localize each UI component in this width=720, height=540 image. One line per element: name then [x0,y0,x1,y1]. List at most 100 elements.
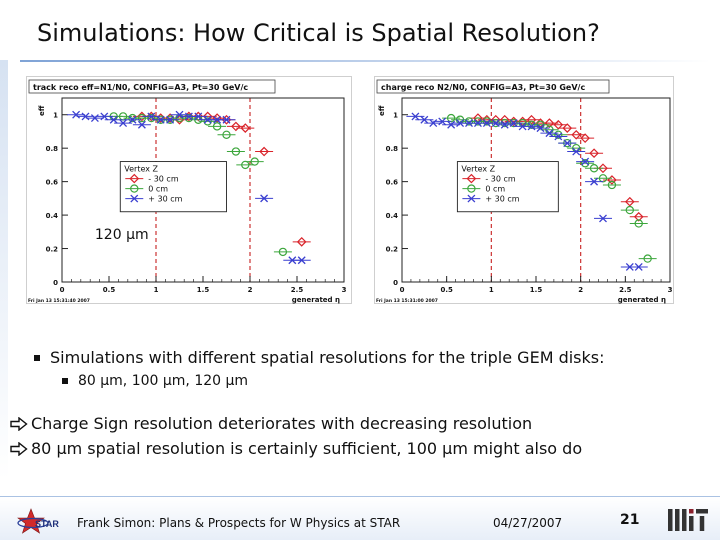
title-divider [20,60,710,62]
x-tick-label: 2.5 [291,286,304,294]
mit-logo-icon [668,509,708,531]
legend-entry: 0 cm [485,185,505,194]
data-point [629,219,648,228]
legend-entry: - 30 cm [148,175,179,184]
data-point [558,139,577,148]
square-bullet-icon [34,354,40,361]
y-tick-label: 0.8 [46,145,59,153]
x-tick-label: 1 [489,286,494,294]
y-tick-label: 0.2 [386,246,399,254]
x-tick-label: 0.5 [103,286,116,294]
data-point [132,120,151,129]
footer-divider [0,496,720,497]
legend-entry: - 30 cm [485,175,516,184]
data-point [255,194,274,203]
legend-marker [125,184,144,193]
x-tick-label: 2.5 [619,286,632,294]
plot-title-box [28,79,276,94]
data-point [170,110,189,119]
bullet-main-text: Simulations with different spatial resol… [50,348,605,367]
data-point [67,110,86,119]
y-tick-label: 1 [53,112,58,120]
data-point [217,130,236,140]
page-number: 21 [620,512,640,528]
plot-title-box [376,79,610,94]
data-point [495,120,514,129]
data-point [236,123,255,133]
x-tick-label: 0 [400,286,405,294]
data-point [85,114,104,123]
y-axis-label: eff [378,105,386,116]
footer-date: 04/27/2007 [493,516,563,530]
data-point [549,132,568,141]
data-point [620,205,639,215]
hollow-right-arrow-icon [10,441,28,456]
y-tick-label: 0 [53,279,58,287]
y-axis-label: eff [38,105,46,116]
bullet-list: Simulations with different spatial resol… [34,348,694,389]
conclusion-2: 80 µm spatial resolution is certainly su… [10,439,700,458]
conclusion-1-text: Charge Sign resolution deteriorates with… [31,414,533,433]
data-point [585,164,604,173]
x-tick-label: 2 [578,286,583,294]
data-point [161,115,180,124]
data-point [576,159,595,168]
y-tick-label: 0.6 [46,179,59,187]
data-point [522,114,541,125]
data-point [602,180,621,190]
data-point [292,237,311,247]
data-point [198,117,217,126]
data-point [226,121,245,132]
data-point [567,147,586,156]
left-decor-bar [0,60,8,480]
left-plot-svg: 0 0.2 0.4 0.6 0.8 1 0 0.5 1 1.5 2 2.5 3 track reco ef… [26,76,352,304]
bullet-sub: 80 µm, 100 µm, 120 µm [62,373,694,389]
data-point [594,214,612,223]
data-point [620,196,639,207]
legend-title: Vertex Z [461,165,495,174]
bullet-sub-text: 80 µm, 100 µm, 120 µm [78,373,249,389]
x-axis-label: generated η [618,296,666,304]
plot-title: track reco eff=N1/N0, CONFIG=A3, Pt=30 G… [33,83,248,92]
x-tick-label: 3 [342,286,347,294]
footer-band [0,497,720,540]
legend-title: Vertex Z [124,165,158,174]
legend-marker [125,173,144,184]
data-point [486,119,505,128]
data-point [208,122,227,131]
plot-title: charge reco N2/N0, CONFIG=A3, Pt=30 GeV/… [381,83,585,92]
data-point [576,133,595,143]
x-tick-label: 1.5 [530,286,543,294]
right-plot: 0 0.2 0.4 0.6 0.8 1 0 0.5 1 1.5 2 2.5 3 charge reco N… [374,76,674,304]
x-tick-label: 1.5 [197,286,210,294]
data-point [531,124,550,133]
data-point [629,211,648,222]
slide-title: Simulations: How Critical is Spatial Res… [37,19,600,47]
data-point [638,254,657,263]
data-point [549,130,568,140]
legend-marker [125,194,144,203]
star-logo-text: STAR [35,519,59,529]
legend-entry: + 30 cm [485,195,519,204]
data-point [76,112,95,121]
data-point [424,119,443,128]
data-point [558,123,577,133]
hollow-right-arrow-icon [10,416,28,431]
legend-marker [462,194,481,203]
x-tick-label: 1 [154,286,159,294]
data-point [245,157,264,166]
data-point [576,157,595,166]
conclusion-2-text: 80 µm spatial resolution is certainly su… [31,439,583,458]
bullet-main: Simulations with different spatial resol… [34,348,694,367]
data-point [273,247,292,257]
legend-entry: 0 cm [148,185,168,194]
data-point [585,148,604,159]
data-point [217,115,236,124]
x-tick-label: 3 [668,286,673,294]
y-tick-label: 0.2 [46,246,59,254]
plot-timestamp: Fri Jan 13 15:31:00 2007 [376,298,438,304]
data-point [236,160,255,170]
data-point [442,120,461,129]
data-point [585,177,604,186]
data-point [123,115,142,124]
